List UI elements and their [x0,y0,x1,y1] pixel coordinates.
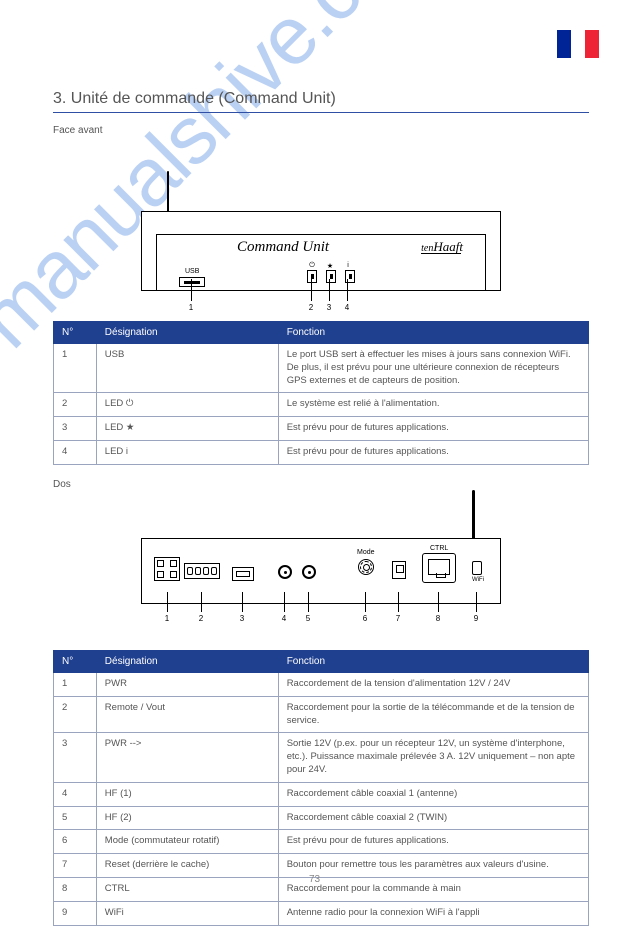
callout-num: 4 [345,303,349,312]
callout-num: 4 [282,614,286,623]
hf2-port-icon [302,565,316,579]
page-number: 73 [0,874,629,885]
title-rule [53,112,589,113]
diagram-front: Command Unit tenHaaft USB ⏻ ★ i 1 [141,171,501,321]
wifi-base-icon [472,561,482,575]
callout-num: 1 [189,303,193,312]
diagram-back: Mode CTRL WiFi 1 2 3 4 5 6 7 8 9 [141,490,501,650]
callout-num: 3 [327,303,331,312]
french-flag-icon [557,30,599,58]
led-icon [307,270,317,283]
th-num: N° [54,650,97,672]
table-row: 2Remote / VoutRaccordement pour la sorti… [54,696,589,733]
table-row: 1USBLe port USB sert à effectuer les mis… [54,344,589,393]
front-table: N° Désignation Fonction 1USBLe port USB … [53,321,589,465]
ctrl-label: CTRL [430,545,448,552]
mode-label: Mode [357,549,375,556]
hf1-port-icon [278,565,292,579]
antenna-icon [167,171,169,213]
unit-label: Command Unit [237,239,329,256]
callout-num: 1 [165,614,169,623]
led-star-symbol: ★ [325,262,335,270]
callout-num: 8 [436,614,440,623]
led-icon [326,270,336,283]
table-row: 3LED ★Est prévu pour de futures applicat… [54,417,589,441]
table-row: 6Mode (commutateur rotatif)Est prévu pou… [54,830,589,854]
callout-num: 6 [363,614,367,623]
led-power-symbol: ⏻ [307,262,317,270]
led-info-symbol: i [343,262,353,269]
callout-num: 5 [306,614,310,623]
usb-port-icon [179,277,205,287]
table-row: 4HF (1)Raccordement câble coaxial 1 (ant… [54,782,589,806]
unit-back-box: Mode CTRL WiFi [141,538,501,604]
callout-num: 9 [474,614,478,623]
usb-label: USB [185,268,199,275]
callout-num: 2 [199,614,203,623]
callout-num: 7 [396,614,400,623]
th-name: Désignation [96,650,278,672]
table-row: 5HF (2)Raccordement câble coaxial 2 (TWI… [54,806,589,830]
table-row: 1PWRRaccordement de la tension d'aliment… [54,672,589,696]
brand-label: tenHaaft [421,239,463,254]
table-row: 4LED iEst prévu pour de futures applicat… [54,441,589,465]
callout-num: 3 [240,614,244,623]
th-name: Désignation [96,322,278,344]
table-row: 9WiFiAntenne radio pour la connexion WiF… [54,901,589,925]
back-subtitle: Dos [53,479,589,490]
antenna-icon [472,490,475,540]
reset-icon [392,561,406,579]
remote-port-icon [184,563,220,579]
table-row: 3PWR -->Sortie 12V (p.ex. pour un récept… [54,733,589,782]
th-fn: Fonction [278,322,588,344]
wifi-label: WiFi [472,577,484,583]
callout-num: 2 [309,303,313,312]
front-subtitle: Face avant [53,125,589,136]
th-num: N° [54,322,97,344]
page-title: 3. Unité de commande (Command Unit) [53,90,589,108]
pwr-out-icon [232,567,254,581]
th-fn: Fonction [278,650,588,672]
pwr-port-icon [154,557,180,581]
unit-front-box: Command Unit tenHaaft USB ⏻ ★ i [141,211,501,291]
ctrl-port-icon [422,553,456,583]
table-row: 2LED ⏻Le système est relié à l'alimentat… [54,393,589,417]
mode-switch-icon [358,559,374,575]
